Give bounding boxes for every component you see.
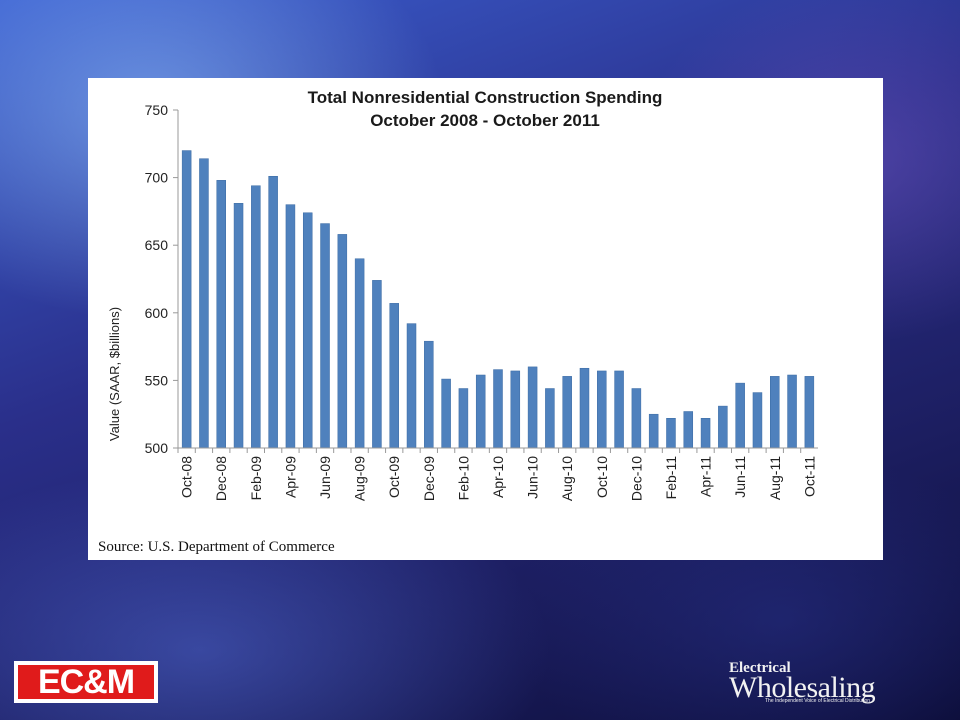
x-tick-label: Apr-10	[490, 456, 506, 498]
bar-oct-09	[389, 303, 399, 449]
bar-may-10	[510, 370, 521, 449]
bars	[181, 150, 815, 449]
bar-sep-11	[787, 374, 797, 449]
x-tick-label: Feb-10	[455, 456, 471, 501]
bar-jul-10	[545, 388, 555, 449]
x-tick-label: Jun-10	[525, 456, 541, 499]
x-tick-label: Oct-10	[594, 456, 610, 498]
x-tick-label: Oct-09	[386, 456, 402, 498]
bar-mar-09	[268, 175, 278, 449]
x-tick-label: Apr-09	[282, 456, 298, 498]
bar-dec-08	[216, 180, 226, 449]
ecm-logo: EC&M	[14, 661, 158, 703]
x-tick-label: Aug-11	[767, 456, 783, 500]
bar-dec-09	[424, 340, 434, 449]
bar-mar-11	[683, 411, 694, 449]
bar-jan-10	[441, 378, 451, 449]
bar-jan-11	[648, 413, 659, 449]
logo-wholesaling-text: Wholesaling	[729, 671, 876, 704]
x-tick-label: Dec-08	[213, 456, 229, 501]
bar-nov-10	[614, 370, 624, 449]
x-tick-label: Aug-10	[559, 456, 575, 501]
bar-jul-11	[752, 392, 763, 449]
bar-aug-11	[770, 376, 780, 449]
bar-jul-09	[337, 234, 348, 449]
bar-nov-09	[406, 323, 417, 449]
bar-nov-08	[199, 158, 209, 449]
bar-sep-09	[372, 280, 382, 449]
bar-oct-08	[181, 150, 192, 449]
bar-oct-10	[597, 370, 607, 449]
y-axis: 500 550 600 650 700 750	[145, 102, 179, 456]
y-tick-label: 550	[145, 372, 169, 388]
bar-jun-09	[320, 223, 330, 449]
bar-oct-11	[804, 376, 815, 449]
bar-may-09	[302, 212, 313, 449]
bar-sep-10	[579, 367, 590, 449]
ecm-logo-text: EC&M	[18, 665, 154, 699]
chart-subtitle: October 2008 - October 2011	[370, 111, 600, 130]
y-tick-label: 750	[145, 102, 169, 118]
logo-tagline: The Independent Voice of Electrical Dist…	[765, 698, 871, 704]
bar-jun-10	[527, 366, 538, 449]
bar-feb-11	[666, 418, 676, 449]
y-tick-label: 700	[145, 170, 169, 186]
bar-apr-11	[700, 418, 711, 449]
electrical-wholesaling-logo: Electrical Wholesaling The Independent V…	[729, 660, 889, 706]
x-tick-label: Oct-11	[801, 456, 817, 497]
bar-apr-09	[285, 204, 296, 449]
y-tick-label: 500	[145, 440, 169, 456]
x-axis: Oct-08 Dec-08 Feb-09 Apr-09 Jun-09 Aug-09 Oct-…	[177, 447, 818, 501]
x-tick-label: Jun-11	[732, 456, 748, 498]
bar-mar-10	[475, 374, 486, 449]
chart-panel: Total Nonresidential Construction Spendi…	[88, 78, 883, 560]
x-tick-label: Feb-09	[248, 456, 264, 501]
bar-may-11	[718, 405, 728, 449]
logo-electrical-text: Electrical	[729, 660, 791, 676]
y-axis-label: Value (SAAR, $billions)	[107, 307, 122, 441]
x-tick-label: Oct-08	[179, 456, 195, 498]
y-tick-label: 600	[145, 305, 169, 321]
bar-chart: Total Nonresidential Construction Spendi…	[107, 88, 818, 501]
x-tick-label: Dec-10	[628, 456, 644, 501]
bar-feb-10	[458, 388, 469, 449]
source-note: Source: U.S. Department of Commerce	[98, 539, 335, 555]
bar-jan-09	[233, 203, 244, 449]
bar-jun-11	[735, 382, 745, 449]
x-tick-label: Aug-09	[352, 456, 368, 501]
x-tick-label: Apr-11	[698, 456, 714, 497]
x-tick-label: Jun-09	[317, 456, 333, 499]
x-tick-label: Feb-11	[663, 456, 679, 500]
bar-aug-10	[562, 376, 572, 449]
bar-dec-10	[631, 388, 642, 449]
bar-feb-09	[251, 185, 261, 449]
chart-title: Total Nonresidential Construction Spendi…	[308, 88, 663, 107]
y-tick-label: 650	[145, 237, 169, 253]
x-tick-label: Dec-09	[421, 456, 437, 501]
bar-apr-10	[493, 369, 503, 449]
bar-aug-09	[354, 258, 365, 449]
